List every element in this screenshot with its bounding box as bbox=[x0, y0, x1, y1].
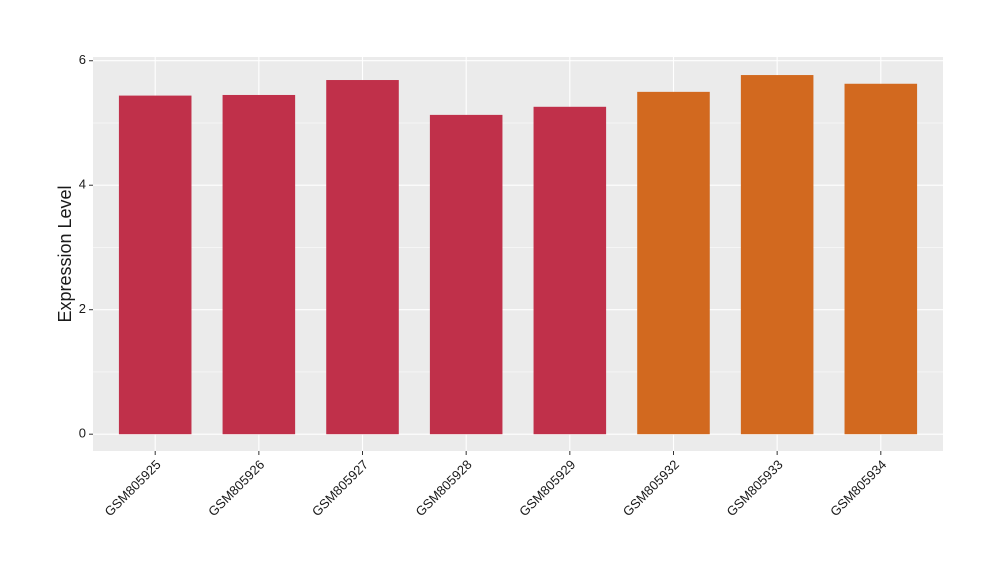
bar bbox=[326, 80, 399, 435]
x-tick-label: GSM805927 bbox=[309, 457, 371, 519]
x-tick-label: GSM805934 bbox=[827, 457, 889, 519]
bar bbox=[118, 95, 192, 435]
bar bbox=[740, 75, 814, 435]
y-tick-label: 2 bbox=[79, 301, 86, 316]
bar bbox=[222, 94, 296, 435]
y-tick-label: 0 bbox=[79, 426, 86, 441]
x-tick-label: GSM805928 bbox=[412, 457, 474, 519]
x-tick-label: GSM805926 bbox=[205, 457, 267, 519]
y-tick-label: 4 bbox=[79, 177, 86, 192]
x-tick-label: GSM805925 bbox=[102, 457, 164, 519]
x-tick-label: GSM805933 bbox=[723, 457, 785, 519]
bar bbox=[637, 91, 710, 435]
x-tick-label: GSM805932 bbox=[620, 457, 682, 519]
bar bbox=[429, 114, 503, 435]
bar bbox=[533, 106, 607, 435]
y-tick-label: 6 bbox=[79, 52, 86, 67]
panel bbox=[93, 57, 943, 451]
x-tick-label: GSM805929 bbox=[516, 457, 578, 519]
bar bbox=[844, 83, 918, 435]
y-axis-label: Expression Level bbox=[55, 185, 75, 322]
